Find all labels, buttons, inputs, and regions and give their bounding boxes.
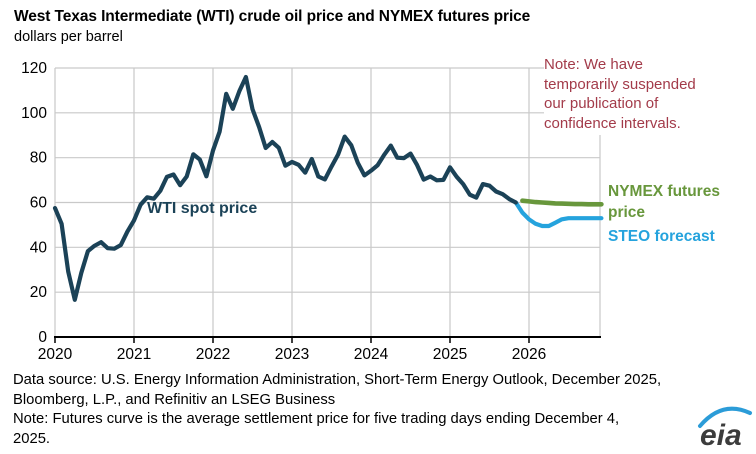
- steo-forecast-line: [513, 200, 604, 229]
- footer-line: Data source: U.S. Energy Information Adm…: [13, 372, 662, 388]
- chart-title: West Texas Intermediate (WTI) crude oil …: [14, 8, 531, 25]
- footer-line: Bloomberg, L.P., and Refinitiv an LSEG B…: [13, 391, 336, 408]
- chart-subtitle: dollars per barrel: [14, 29, 123, 45]
- y-tick-label: 0: [38, 329, 47, 346]
- legend-nymex-futures: NYMEX futures price: [608, 183, 720, 221]
- suspension-note: Note: We have temporarily suspended our …: [544, 55, 718, 135]
- x-tick-label: 2020: [38, 346, 73, 363]
- x-tick-label: 2025: [433, 346, 467, 363]
- x-tick-label: 2022: [196, 346, 230, 363]
- y-tick-label: 100: [21, 105, 47, 122]
- eia-logo-swoosh-icon: [698, 406, 752, 428]
- eia-logo: eia: [698, 406, 752, 449]
- footer-notes: Data source: U.S. Energy Information Adm…: [13, 371, 661, 449]
- y-tick-label: 40: [30, 239, 48, 256]
- y-tick-label: 60: [30, 195, 48, 212]
- x-tick-label: 2026: [512, 346, 546, 363]
- x-tick-label: 2023: [275, 346, 309, 363]
- y-tick-label: 80: [30, 150, 48, 167]
- footer-line: Note: Futures curve is the average settl…: [13, 411, 620, 427]
- nymex-futures-price-line: [520, 198, 604, 207]
- wti-spot-price-line: [52, 74, 518, 302]
- x-tick-label: 2021: [117, 346, 151, 363]
- eia-logo-text: eia: [700, 419, 742, 449]
- wti-spot-price-label: WTI spot price: [147, 200, 258, 217]
- x-tick-label: 2024: [354, 346, 389, 363]
- footer-line: 2025.: [13, 430, 51, 447]
- y-tick-label: 120: [21, 60, 47, 77]
- y-tick-label: 20: [30, 284, 48, 301]
- legend-steo-forecast: STEO forecast: [608, 228, 715, 245]
